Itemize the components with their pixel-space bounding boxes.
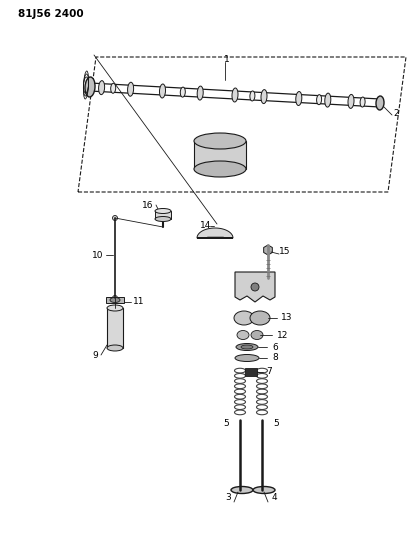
Ellipse shape bbox=[99, 80, 104, 95]
Ellipse shape bbox=[261, 90, 267, 103]
Ellipse shape bbox=[250, 91, 255, 101]
Ellipse shape bbox=[296, 92, 302, 106]
Ellipse shape bbox=[360, 97, 365, 107]
Ellipse shape bbox=[107, 305, 123, 311]
Text: 5: 5 bbox=[273, 418, 279, 427]
Ellipse shape bbox=[241, 345, 253, 349]
Circle shape bbox=[112, 215, 118, 221]
Ellipse shape bbox=[250, 311, 270, 325]
Ellipse shape bbox=[237, 330, 249, 340]
Bar bbox=[194, 141, 246, 169]
Text: 16: 16 bbox=[142, 200, 154, 209]
Circle shape bbox=[112, 295, 118, 301]
Text: 81J56 2400: 81J56 2400 bbox=[18, 9, 83, 19]
Ellipse shape bbox=[234, 311, 254, 325]
Text: 15: 15 bbox=[279, 247, 291, 256]
Polygon shape bbox=[197, 228, 233, 238]
Polygon shape bbox=[263, 245, 272, 255]
Bar bbox=[245, 368, 257, 376]
Ellipse shape bbox=[155, 216, 171, 222]
Ellipse shape bbox=[155, 208, 171, 214]
Text: 4: 4 bbox=[271, 494, 277, 503]
Ellipse shape bbox=[128, 82, 134, 96]
Ellipse shape bbox=[197, 86, 203, 100]
Ellipse shape bbox=[317, 95, 322, 104]
Text: 9: 9 bbox=[92, 351, 98, 359]
Ellipse shape bbox=[110, 297, 120, 303]
Bar bbox=[107, 308, 123, 348]
Text: 11: 11 bbox=[133, 297, 145, 306]
Text: 1: 1 bbox=[224, 54, 230, 63]
Ellipse shape bbox=[231, 487, 253, 494]
Ellipse shape bbox=[325, 93, 331, 107]
Ellipse shape bbox=[107, 345, 123, 351]
Bar bbox=[155, 211, 171, 219]
Text: 6: 6 bbox=[272, 343, 278, 351]
Text: 10: 10 bbox=[92, 251, 104, 260]
Ellipse shape bbox=[376, 96, 384, 110]
Text: 5: 5 bbox=[223, 418, 229, 427]
Ellipse shape bbox=[194, 133, 246, 149]
Ellipse shape bbox=[236, 343, 258, 351]
Ellipse shape bbox=[348, 94, 354, 108]
Bar bbox=[106, 297, 124, 303]
Text: 8: 8 bbox=[272, 353, 278, 362]
Ellipse shape bbox=[85, 77, 95, 97]
Ellipse shape bbox=[194, 161, 246, 177]
Text: 2: 2 bbox=[393, 109, 399, 118]
Polygon shape bbox=[235, 272, 275, 302]
Ellipse shape bbox=[111, 83, 116, 93]
Polygon shape bbox=[78, 57, 406, 192]
Ellipse shape bbox=[159, 84, 166, 98]
Text: 14: 14 bbox=[200, 222, 212, 230]
Ellipse shape bbox=[235, 354, 259, 361]
Text: 7: 7 bbox=[266, 367, 272, 376]
Ellipse shape bbox=[232, 88, 238, 102]
Text: 13: 13 bbox=[281, 313, 293, 322]
Circle shape bbox=[251, 283, 259, 291]
Text: 12: 12 bbox=[277, 330, 289, 340]
Text: 3: 3 bbox=[225, 494, 231, 503]
Ellipse shape bbox=[180, 87, 185, 97]
Ellipse shape bbox=[253, 487, 275, 494]
Ellipse shape bbox=[251, 330, 263, 340]
